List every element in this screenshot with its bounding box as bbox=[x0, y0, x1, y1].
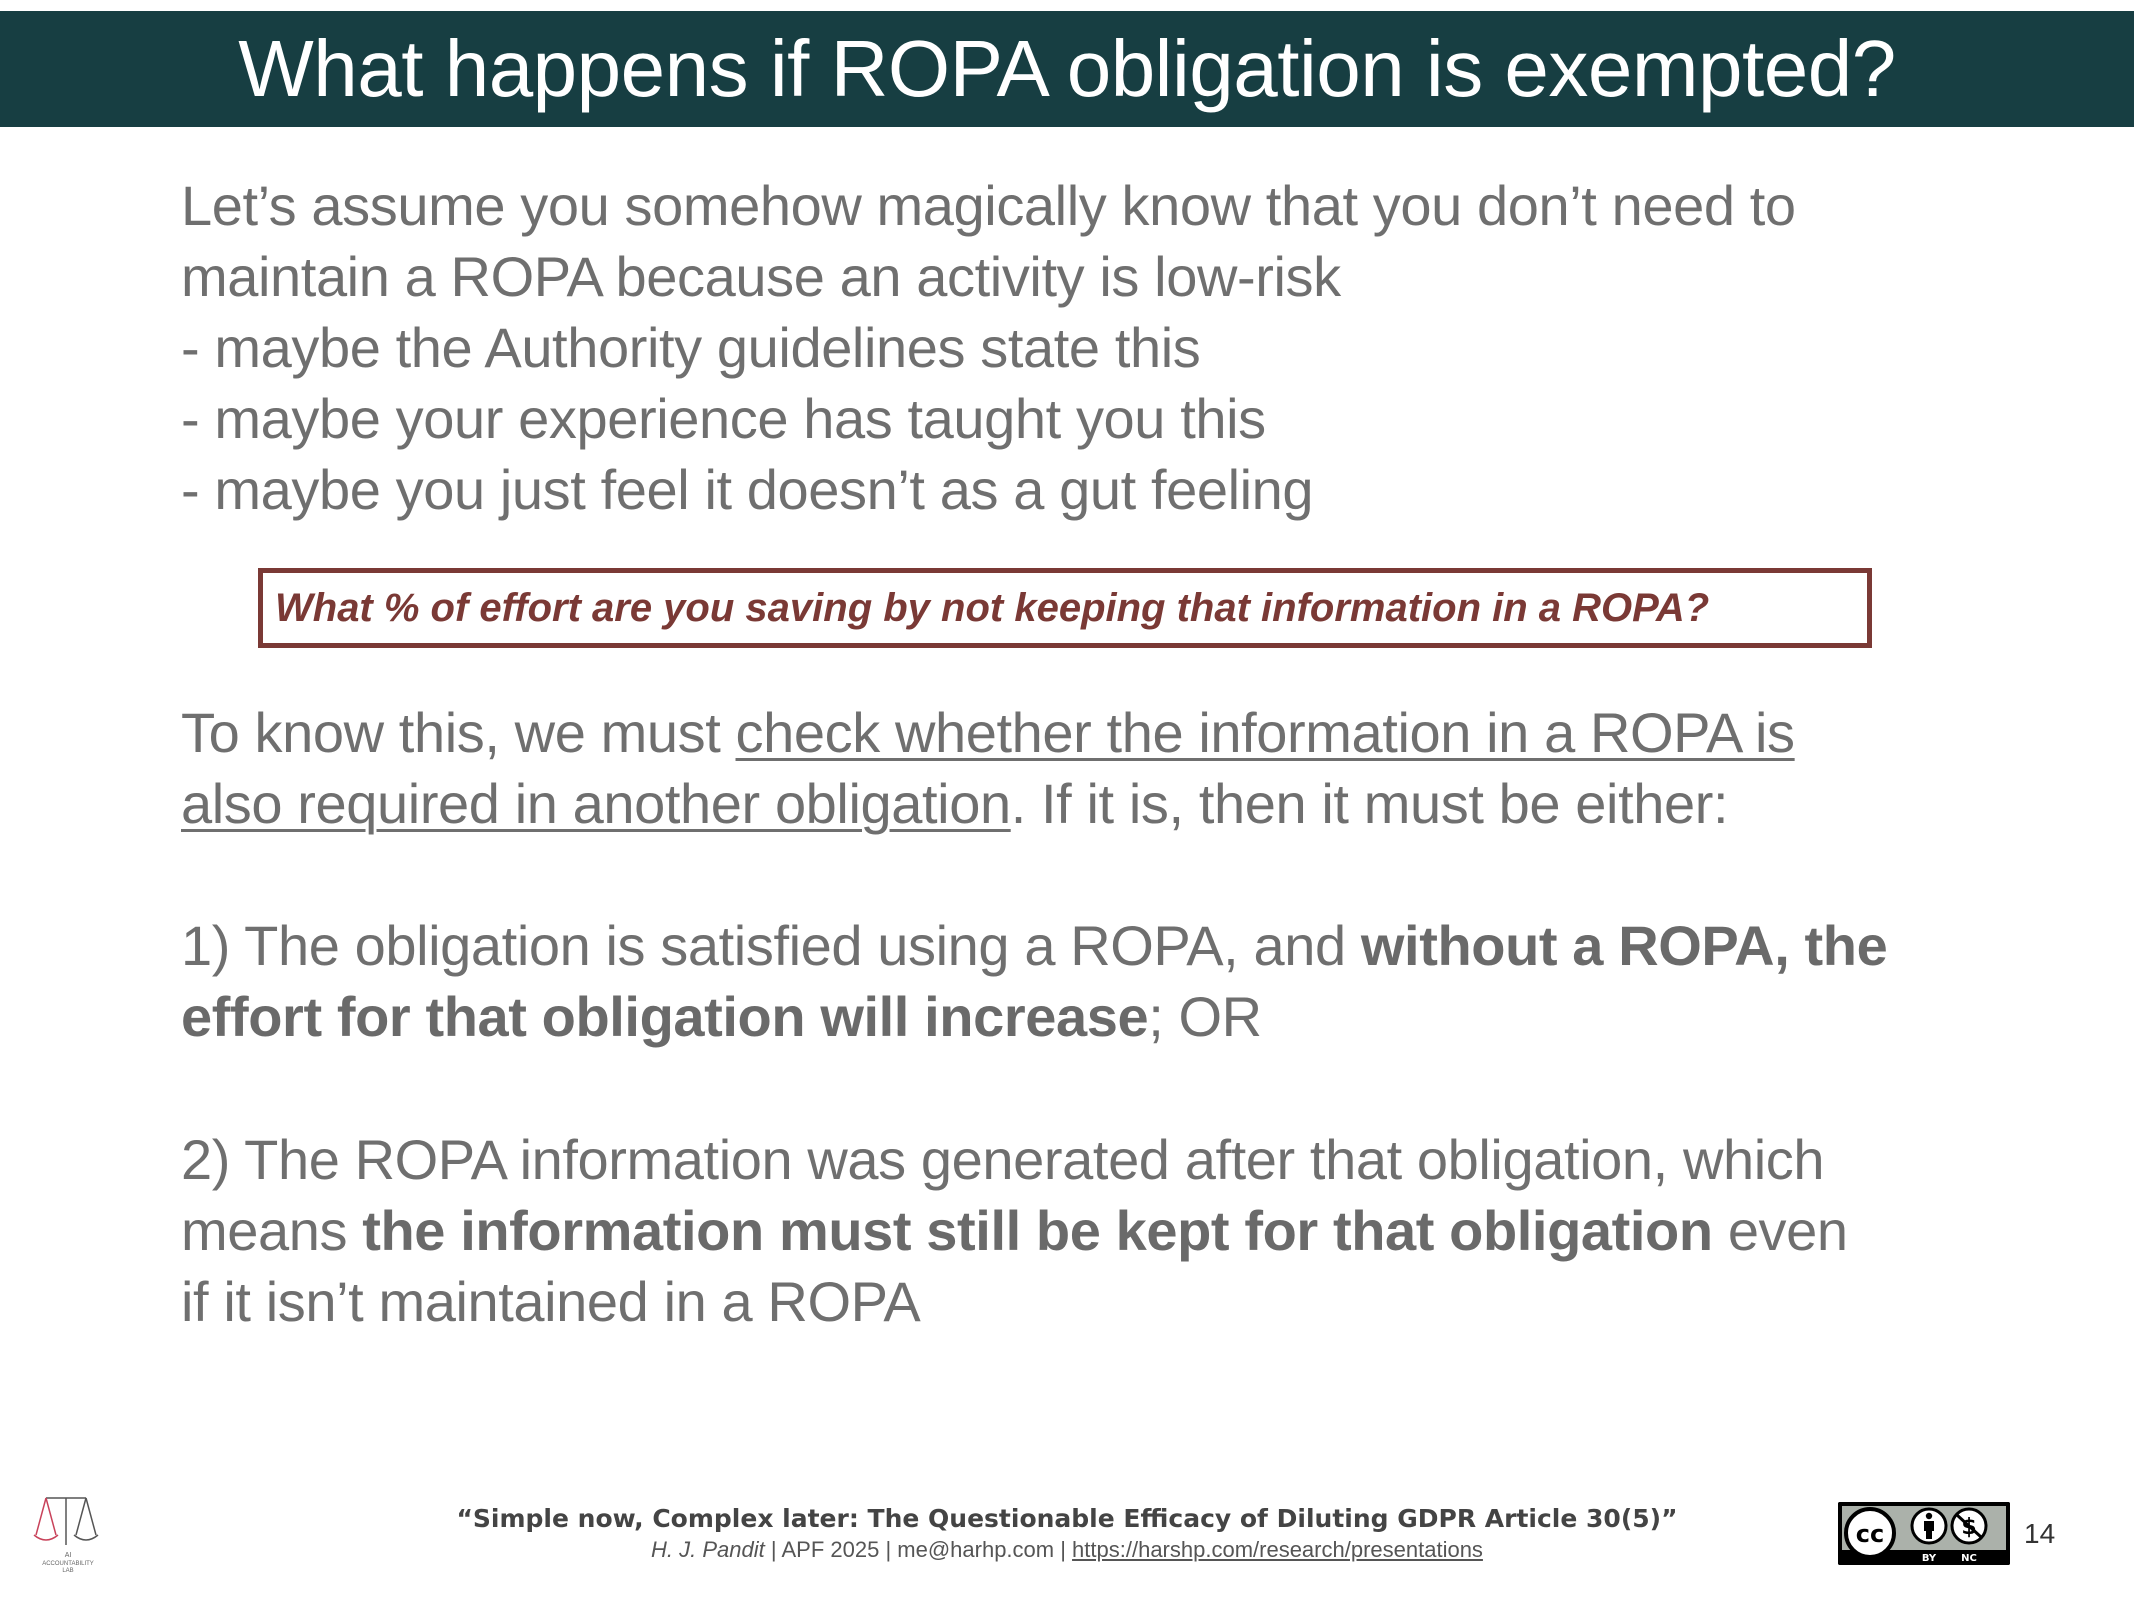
option-1-line-1: 1) The obligation is satisfied using a R… bbox=[181, 910, 2001, 981]
footer-author: H. J. Pandit bbox=[651, 1537, 765, 1562]
know-prefix: To know this, we must bbox=[181, 701, 736, 764]
option-2-tail: even bbox=[1712, 1199, 1848, 1262]
option-1-line-2: effort for that obligation will increase… bbox=[181, 981, 2001, 1052]
option-1-bold-1: without a ROPA, the bbox=[1360, 914, 1888, 977]
creative-commons-icon: cc $ BY NC bbox=[1838, 1502, 2010, 1565]
footer-paper-title: “Simple now, Complex later: The Question… bbox=[456, 1504, 1678, 1533]
page-number: 14 bbox=[2024, 1518, 2056, 1549]
option-2-line-2: means the information must still be kept… bbox=[181, 1195, 2001, 1266]
know-line-1: To know this, we must check whether the … bbox=[181, 697, 2001, 768]
option-2-line-1: 2) The ROPA information was generated af… bbox=[181, 1128, 1825, 1191]
slide-title: What happens if ROPA obligation is exemp… bbox=[238, 24, 1896, 113]
attribution-icon bbox=[1910, 1507, 1948, 1545]
logo-text-1: AI bbox=[65, 1552, 72, 1559]
non-commercial-icon: $ bbox=[1950, 1507, 1988, 1545]
option-2-paragraph: 2) The ROPA information was generated af… bbox=[181, 1124, 2001, 1337]
intro-bullet-1: - maybe the Authority guidelines state t… bbox=[181, 316, 1201, 379]
scales-logo-icon: AI ACCOUNTABILITY LAB bbox=[33, 1497, 99, 1574]
intro-line-1: Let’s assume you somehow magically know … bbox=[181, 174, 1796, 237]
intro-bullet-2: - maybe your experience has taught you t… bbox=[181, 387, 1266, 450]
logo-text-3: LAB bbox=[62, 1568, 73, 1574]
know-line-2: also required in another obligation. If … bbox=[181, 768, 2001, 839]
option-2-lead: means bbox=[181, 1199, 363, 1262]
logo-text-2: ACCOUNTABILITY bbox=[42, 1561, 94, 1567]
option-1-bold-2: effort for that obligation will increase bbox=[181, 985, 1149, 1048]
intro-paragraph: Let’s assume you somehow magically know … bbox=[181, 170, 2001, 525]
cc-by-label: BY bbox=[1922, 1553, 1937, 1564]
title-bar: What happens if ROPA obligation is exemp… bbox=[0, 11, 2134, 127]
intro-bullet-3: - maybe you just feel it doesn’t as a gu… bbox=[181, 458, 1314, 521]
cc-nc-label: NC bbox=[1961, 1553, 1977, 1564]
cc-label: cc bbox=[1856, 1520, 1884, 1548]
option-2-bold: the information must still be kept for t… bbox=[362, 1199, 1713, 1262]
option-2-line-3: if it isn’t maintained in a ROPA bbox=[181, 1270, 921, 1333]
know-paragraph: To know this, we must check whether the … bbox=[181, 697, 2001, 839]
intro-line-2: maintain a ROPA because an activity is l… bbox=[181, 245, 1341, 308]
know-underline-1: check whether the information in a ROPA … bbox=[735, 701, 1796, 764]
footer-venue-contact: | APF 2025 | me@harhp.com | bbox=[764, 1537, 1073, 1562]
know-underline-2: also required in another obligation bbox=[181, 772, 1011, 835]
footer-credit: H. J. Pandit | APF 2025 | me@harhp.com |… bbox=[400, 1537, 1734, 1563]
footer-url-link[interactable]: https://harshp.com/research/presentation… bbox=[1072, 1537, 1483, 1562]
option-1-lead: 1) The obligation is satisfied using a R… bbox=[181, 914, 1361, 977]
question-text: What % of effort are you saving by not k… bbox=[275, 585, 1710, 630]
know-suffix: . If it is, then it must be either: bbox=[1010, 772, 1729, 835]
question-box: What % of effort are you saving by not k… bbox=[258, 568, 1872, 648]
option-1-paragraph: 1) The obligation is satisfied using a R… bbox=[181, 910, 2001, 1052]
option-1-tail: ; OR bbox=[1148, 985, 1262, 1048]
